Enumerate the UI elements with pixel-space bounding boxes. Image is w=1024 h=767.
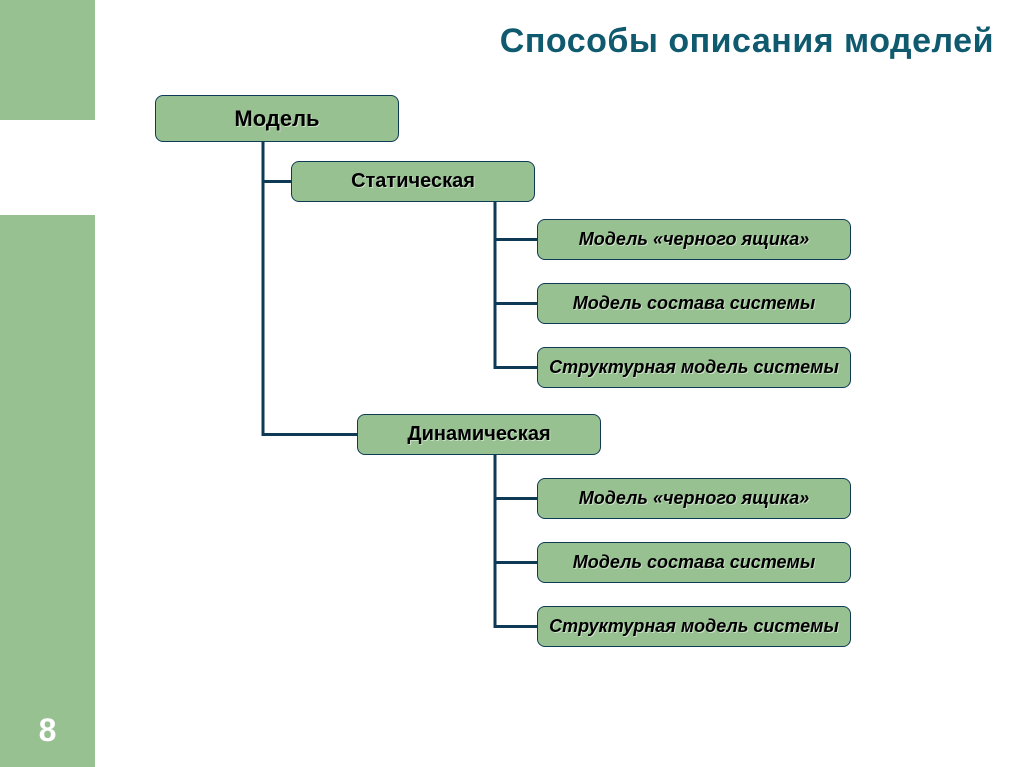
node-dynamic-leaf-1: Модель состава системы [537,542,851,583]
tree-diagram: Модель Статическая Модель «черного ящика… [0,0,1024,767]
node-dynamic-leaf-0: Модель «черного ящика» [537,478,851,519]
node-static-leaf-2: Структурная модель системы [537,347,851,388]
node-label: Модель [234,106,319,132]
node-label: Структурная модель системы [549,357,839,378]
node-label: Динамическая [407,423,550,446]
node-label: Структурная модель системы [549,616,839,637]
node-label: Модель состава системы [573,552,815,573]
node-dynamic-leaf-2: Структурная модель системы [537,606,851,647]
node-label: Статическая [351,170,475,193]
node-root: Модель [155,95,399,142]
node-static-leaf-0: Модель «черного ящика» [537,219,851,260]
node-static-leaf-1: Модель состава системы [537,283,851,324]
node-dynamic: Динамическая [357,414,601,455]
node-label: Модель «черного ящика» [579,229,810,250]
node-label: Модель «черного ящика» [579,488,810,509]
node-label: Модель состава системы [573,293,815,314]
node-static: Статическая [291,161,535,202]
